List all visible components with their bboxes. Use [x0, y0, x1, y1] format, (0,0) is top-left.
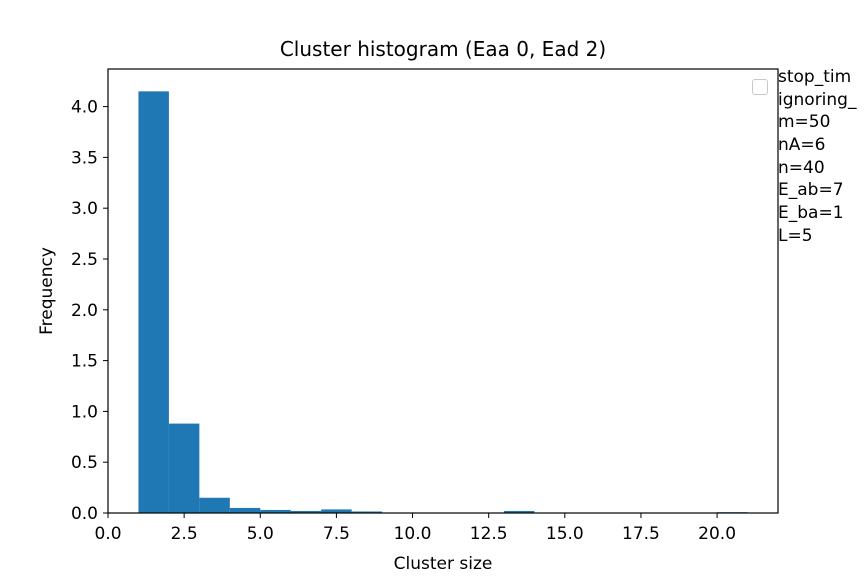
bars-group	[138, 91, 748, 514]
x-tick-label: 10.0	[394, 524, 432, 544]
x-tick-label: 2.5	[171, 524, 198, 544]
histogram-bar-1	[138, 91, 169, 513]
histogram-bar-4	[229, 507, 261, 513]
legend-handle-box	[752, 79, 768, 95]
histogram-bar-5	[260, 509, 291, 513]
legend-entry: E_ab=7	[778, 180, 844, 201]
y-tick-label: 0.0	[71, 504, 98, 524]
y-tick-label: 2.5	[71, 250, 98, 270]
y-tick-label: 3.5	[71, 148, 98, 168]
x-tick-label: 0.0	[94, 524, 121, 544]
y-tick-label: 1.0	[71, 402, 98, 422]
legend-entry: nA=6	[778, 135, 826, 156]
x-tick-label: 5.0	[247, 524, 274, 544]
y-axis-label: Frequency	[37, 247, 57, 335]
histogram-bar-7	[321, 509, 352, 513]
x-tick-label: 7.5	[323, 524, 350, 544]
legend: stop_tim ignoring_ m=50 nA=6 n=40 E_ab=7 E_ba=…	[778, 66, 856, 248]
legend-entry: stop_tim	[778, 67, 852, 87]
legend-entry: ignoring_	[778, 89, 857, 110]
legend-entry: m=50	[778, 112, 831, 133]
y-tick-label: 0.5	[71, 453, 98, 473]
x-axis-label: Cluster size	[394, 554, 493, 574]
y-tick-label: 4.0	[71, 98, 98, 118]
x-ticks: 0.0 2.5 5.0 7.5 10.0 12.5 15.0 17.5 20.0	[94, 513, 736, 544]
x-tick-label: 17.5	[622, 524, 660, 544]
legend-entry: L=5	[778, 225, 813, 246]
y-ticks: 0.0 0.5 1.0 1.5 2.0 2.5 3.0 3.5 4.0	[71, 98, 108, 524]
y-tick-label: 3.0	[71, 199, 98, 219]
x-tick-label: 20.0	[698, 524, 736, 544]
histogram-bar-6	[290, 510, 322, 513]
histogram-bar-3	[199, 497, 230, 513]
legend-entry: E_ba=1	[778, 203, 844, 224]
histogram-bar-8	[351, 511, 383, 513]
chart-title: Cluster histogram (Eaa 0, Ead 2)	[280, 37, 606, 61]
y-tick-label: 2.0	[71, 301, 98, 321]
y-tick-label: 1.5	[71, 352, 98, 372]
histogram-bar-2	[168, 423, 200, 513]
legend-entry: n=40	[778, 157, 825, 178]
x-tick-label: 15.0	[546, 524, 584, 544]
x-tick-label: 12.5	[470, 524, 508, 544]
histogram-bar-13	[503, 510, 535, 513]
plot-frame	[107, 68, 779, 514]
